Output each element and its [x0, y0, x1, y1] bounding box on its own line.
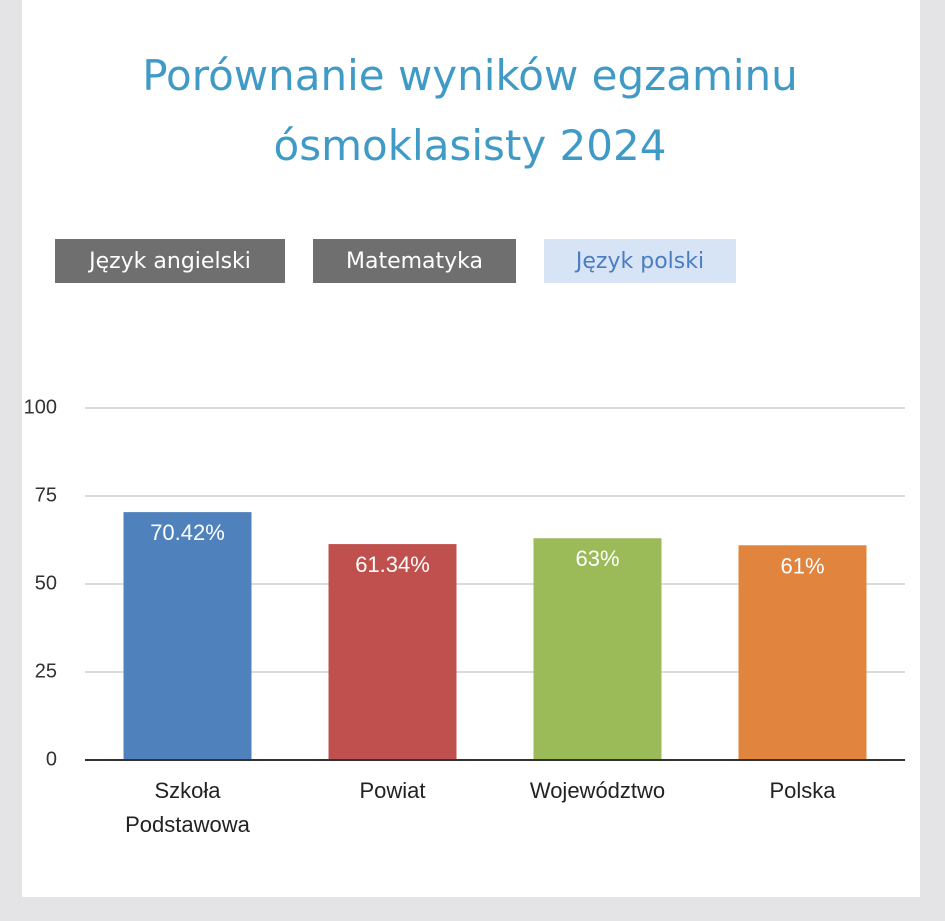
bar: [738, 545, 867, 760]
y-tick-label: 75: [35, 484, 57, 506]
bar: [123, 512, 252, 760]
bar: [328, 544, 457, 760]
y-tick-label: 0: [46, 748, 57, 770]
data-label: 63%: [575, 546, 619, 571]
tab-label[interactable]: Matematyka: [346, 249, 483, 274]
tab[interactable]: Język angielski: [55, 239, 285, 283]
x-tick-label: Powiat: [359, 778, 425, 803]
chart-title: Porównanie wyników egzaminu ósmoklasisty …: [142, 51, 798, 170]
x-tick-label: Polska: [769, 778, 836, 803]
tab-bg: [313, 239, 516, 283]
tab-label[interactable]: Język polski: [574, 249, 704, 274]
bar: [533, 538, 662, 760]
y-tick-label: 25: [35, 660, 57, 682]
tab-bg: [55, 239, 285, 283]
tab[interactable]: Matematyka: [313, 239, 516, 283]
tab-label[interactable]: Język angielski: [87, 249, 251, 274]
tab-bg: [544, 239, 736, 283]
tab[interactable]: Język polski: [544, 239, 736, 283]
y-tick-label: 50: [35, 572, 57, 594]
data-label: 61.34%: [355, 552, 430, 577]
data-label: 61%: [780, 553, 824, 578]
x-tick-label: Szkoła Podstawowa: [125, 778, 251, 837]
x-tick-label: Województwo: [530, 778, 665, 803]
y-tick-label: 100: [24, 396, 57, 418]
data-label: 70.42%: [150, 520, 225, 545]
